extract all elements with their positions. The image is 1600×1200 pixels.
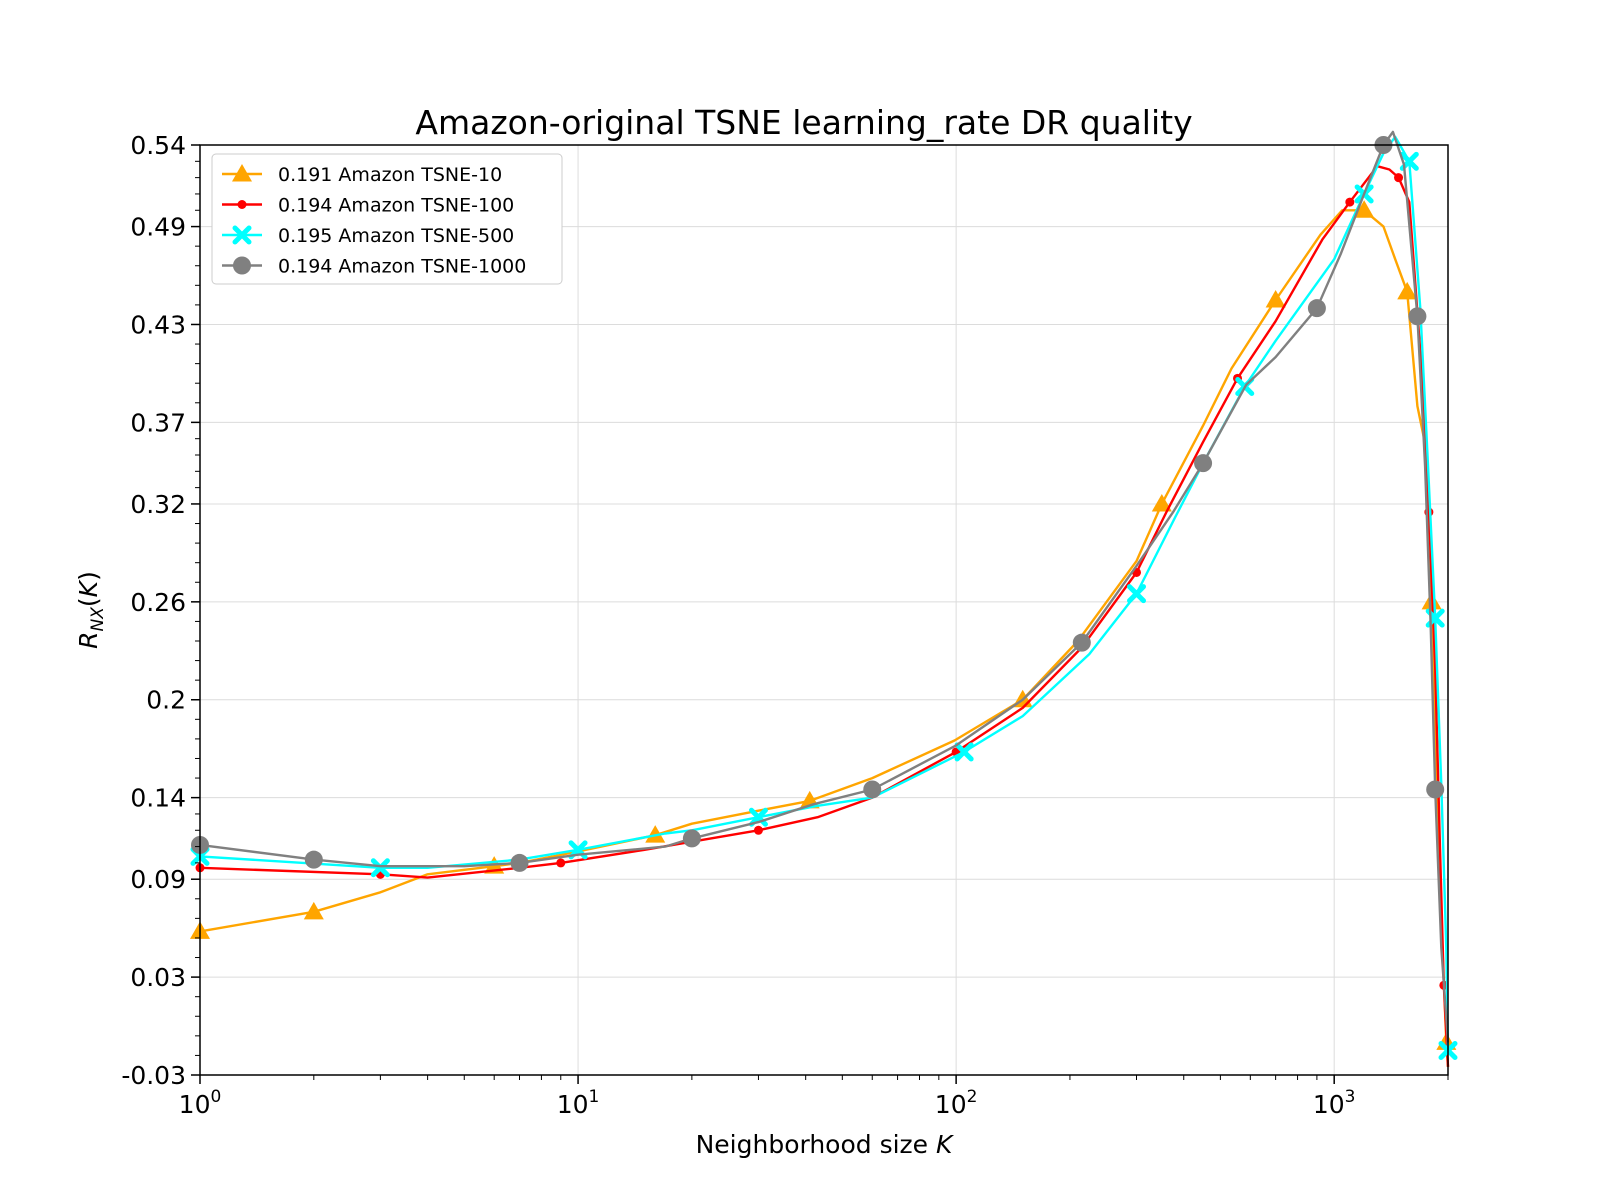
series-marker — [1408, 307, 1427, 326]
plot-frame — [199, 144, 1449, 1076]
plot-area — [190, 130, 1458, 1067]
series-line — [199, 209, 1450, 1067]
series-marker — [370, 858, 390, 878]
legend-label: 0.195 Amazon TSNE-500 — [278, 225, 514, 247]
y-tick-label: 0.37 — [130, 408, 186, 437]
y-tick-label: 0.09 — [130, 865, 186, 894]
legend-marker — [232, 164, 252, 182]
series-3 — [190, 135, 1458, 1061]
series-marker — [682, 829, 701, 848]
legend-label: 0.194 Amazon TSNE-1000 — [278, 256, 526, 278]
series-marker — [753, 825, 763, 835]
chart-title: Amazon-original TSNE learning_rate DR qu… — [415, 103, 1192, 142]
series-marker — [954, 742, 974, 762]
y-tick-label: 0.32 — [130, 490, 186, 519]
legend-marker — [232, 225, 252, 245]
series-marker — [556, 858, 566, 868]
series-marker — [1127, 584, 1147, 604]
series-1 — [190, 200, 1457, 1067]
series-marker — [1151, 493, 1172, 512]
series-marker — [303, 901, 324, 920]
x-tick-label: 103 — [1313, 1087, 1356, 1119]
series-marker — [1354, 200, 1375, 218]
y-tick-label: 0.54 — [130, 131, 186, 160]
legend-label: 0.191 Amazon TSNE-10 — [278, 164, 502, 186]
series-4 — [191, 130, 1450, 1043]
y-axis-label: RNX(K) — [74, 571, 108, 649]
x-tick-label: 102 — [935, 1087, 978, 1119]
series-marker — [510, 853, 529, 872]
series-marker — [1265, 290, 1286, 308]
x-axis-label: Neighborhood size K — [696, 1130, 955, 1159]
series-marker — [304, 850, 323, 869]
series-marker — [1345, 197, 1355, 207]
y-tick-label: 0.26 — [130, 588, 186, 617]
x-tick-label: 101 — [557, 1087, 600, 1119]
series-marker — [748, 807, 768, 827]
series-marker — [1194, 454, 1213, 473]
series-marker — [1307, 299, 1326, 318]
y-tick-label: 0.14 — [130, 784, 186, 813]
series-line — [199, 164, 1450, 1067]
legend: 0.191 Amazon TSNE-10 0.194 Amazon TSNE-10… — [211, 153, 563, 285]
legend-box — [211, 153, 563, 285]
x-tick-label: 100 — [179, 1087, 222, 1119]
legend-item: 0.191 Amazon TSNE-10 — [222, 164, 502, 186]
series-marker — [1072, 633, 1091, 652]
series-marker — [645, 825, 666, 843]
legend-marker — [237, 200, 247, 209]
series-2 — [195, 164, 1450, 1067]
series-line — [199, 135, 1450, 1051]
series-marker — [1397, 281, 1418, 300]
legend-label: 0.194 Amazon TSNE-100 — [278, 195, 514, 217]
legend-item: 0.194 Amazon TSNE-100 — [222, 195, 514, 217]
y-tick-label: 0.43 — [130, 310, 186, 339]
series-marker — [1426, 780, 1445, 799]
series-marker — [1394, 173, 1404, 183]
legend-item: 0.195 Amazon TSNE-500 — [222, 225, 514, 247]
y-tick-label: 0.03 — [130, 963, 186, 992]
y-tick-label: 0.49 — [130, 213, 186, 242]
legend-item: 0.194 Amazon TSNE-1000 — [222, 256, 526, 278]
y-tick-label: -0.03 — [121, 1061, 186, 1090]
series-marker — [863, 780, 882, 799]
axes: -0.03 0.03 0.09 0.14 0.2 0.26 0.32 0.37 0.43 0.49… — [121, 131, 1449, 1119]
legend-marker — [233, 256, 251, 275]
y-tick-label: 0.2 — [146, 686, 186, 715]
